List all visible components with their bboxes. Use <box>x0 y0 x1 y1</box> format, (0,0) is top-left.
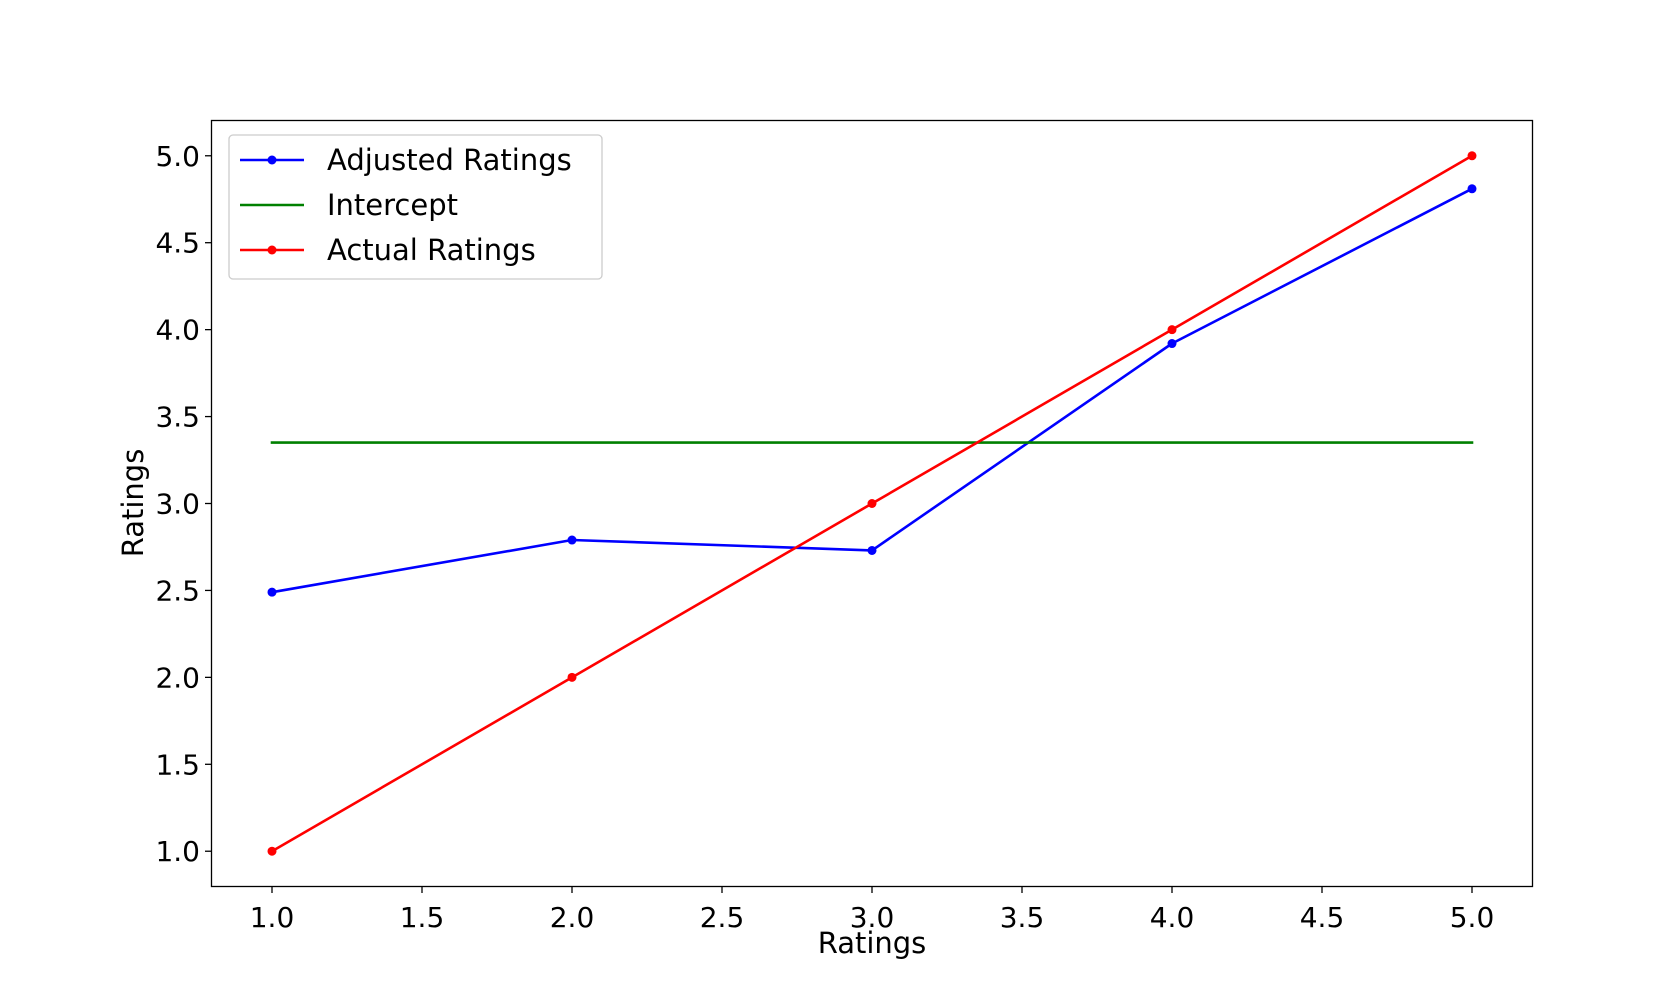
y-tick-label: 2.5 <box>155 574 200 607</box>
x-tick-label: 3.0 <box>850 901 895 934</box>
x-axis-label: Ratings <box>818 926 927 960</box>
y-tick-label: 4.5 <box>155 227 200 260</box>
y-tick-label: 3.5 <box>155 401 200 434</box>
y-tick-label: 2.0 <box>155 661 200 694</box>
legend: Adjusted Ratings Intercept Actual Ratings <box>228 134 603 280</box>
legend-label-adjusted-ratings: Adjusted Ratings <box>327 143 572 177</box>
actual-ratings-point <box>567 672 577 682</box>
adjusted-ratings-point <box>1167 339 1177 349</box>
x-tick-label: 3.5 <box>1000 901 1045 934</box>
y-tick-label: 4.0 <box>155 314 200 347</box>
series-layer <box>267 151 1477 856</box>
x-tick-label: 2.5 <box>700 901 745 934</box>
legend-marker-adjusted-ratings <box>267 155 277 165</box>
y-tick-label: 3.0 <box>155 488 200 521</box>
adjusted-ratings-point <box>1467 184 1477 194</box>
actual-ratings-point <box>867 499 877 508</box>
y-tick-label: 1.0 <box>155 835 200 868</box>
adjusted-ratings-point <box>867 545 877 555</box>
adjusted-ratings-point <box>267 587 277 597</box>
x-tick-label: 2.0 <box>550 901 595 934</box>
x-axis-ticks: 1.0 1.5 2.0 2.5 3.0 3.5 4.0 4.5 5.0 <box>250 886 1495 934</box>
actual-ratings-point <box>267 846 277 856</box>
legend-frame <box>228 134 603 280</box>
actual-ratings-point <box>1467 151 1477 161</box>
adjusted-ratings-point <box>567 535 577 545</box>
legend-marker-actual-ratings <box>267 245 277 255</box>
x-tick-label: 5.0 <box>1450 901 1495 934</box>
y-axis-label: Ratings <box>116 449 150 558</box>
legend-label-intercept: Intercept <box>327 188 458 222</box>
actual-ratings-point <box>1167 325 1177 335</box>
x-tick-label: 1.5 <box>400 901 445 934</box>
y-tick-label: 5.0 <box>155 140 200 173</box>
y-tick-label: 1.5 <box>155 748 200 781</box>
x-tick-label: 4.5 <box>1300 901 1345 934</box>
legend-label-actual-ratings: Actual Ratings <box>327 233 536 267</box>
y-axis-ticks: 1.0 1.5 2.0 2.5 3.0 3.5 4.0 4.5 5.0 <box>155 140 212 868</box>
x-tick-label: 1.0 <box>250 901 295 934</box>
x-tick-label: 4.0 <box>1150 901 1195 934</box>
